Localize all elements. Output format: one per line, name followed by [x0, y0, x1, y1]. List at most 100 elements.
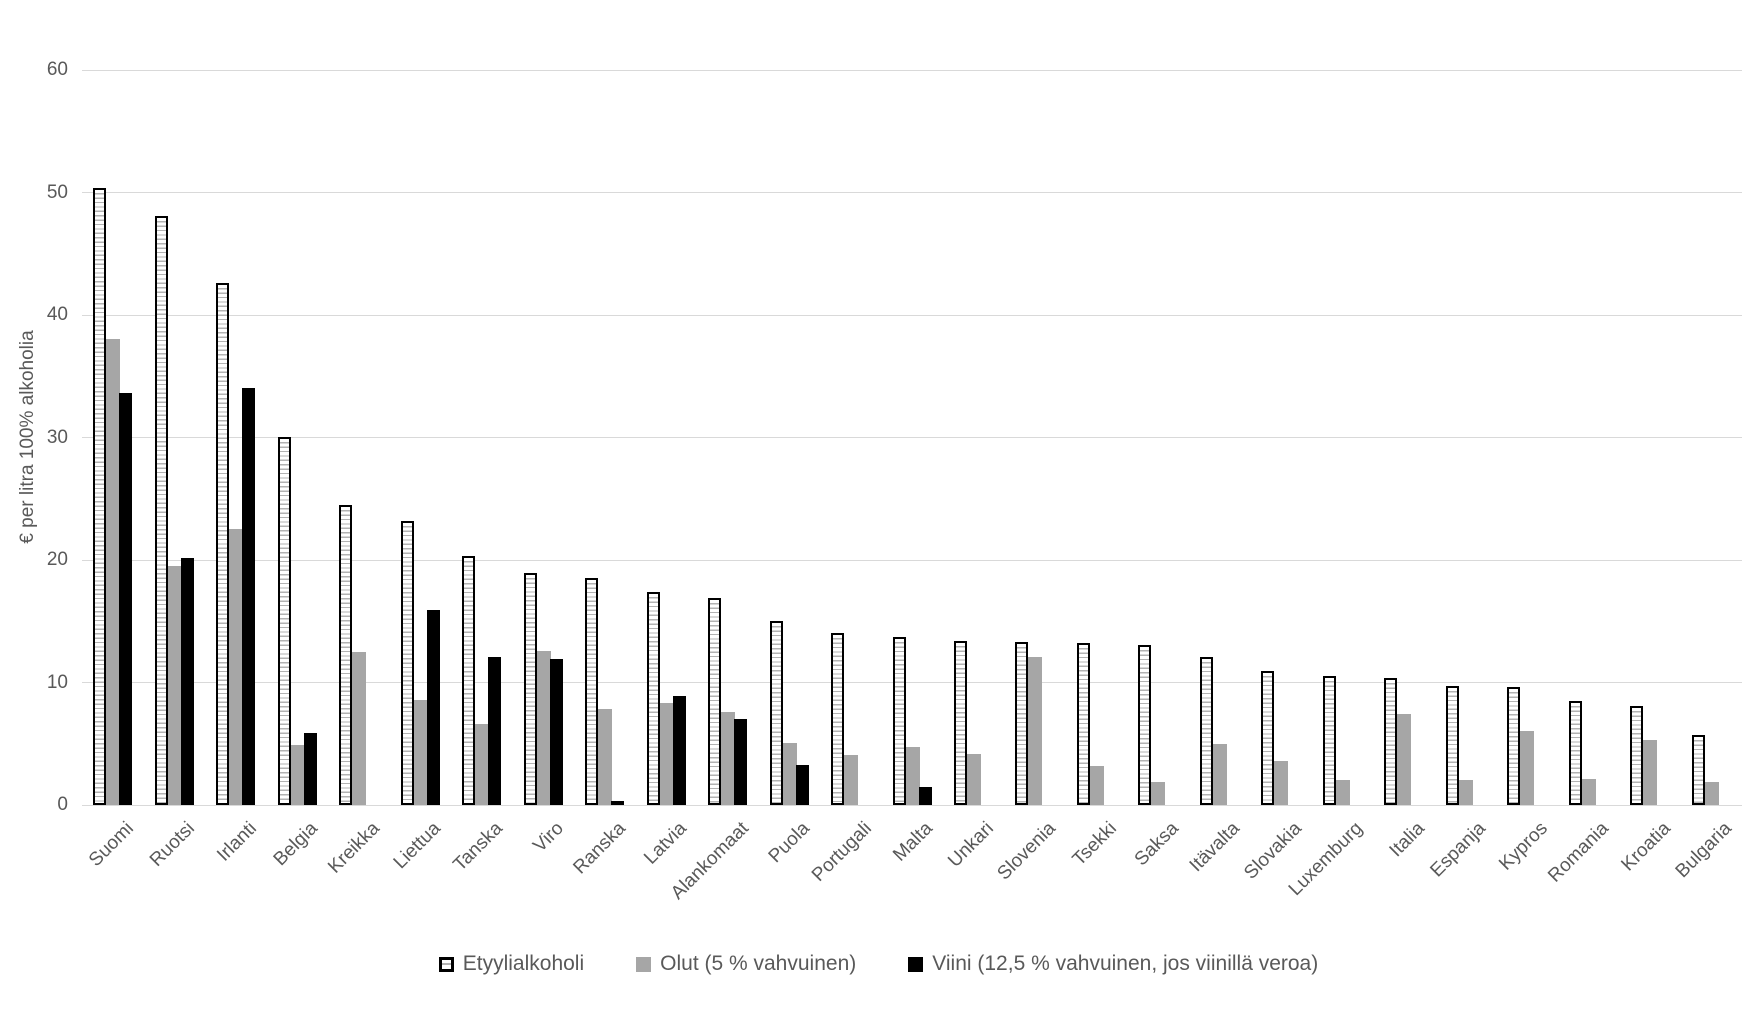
x-axis-category-label: Kroatia — [1617, 818, 1675, 876]
legend-item: Viini (12,5 % vahvuinen, jos viinillä ve… — [908, 952, 1318, 976]
gridline — [82, 437, 1742, 438]
gridline — [82, 192, 1742, 193]
bar-olut — [1704, 782, 1719, 805]
bar-etyylialkoholi — [1507, 687, 1521, 805]
bar-olut — [598, 709, 613, 805]
bar-etyylialkoholi — [1199, 657, 1213, 805]
x-axis-category-label: Slovenia — [993, 818, 1060, 885]
bar-viini — [488, 657, 502, 805]
bar-etyylialkoholi — [953, 641, 967, 805]
x-axis-category-label: Puola — [764, 818, 814, 868]
bar-olut — [844, 755, 859, 805]
x-axis-category-label: Belgia — [269, 818, 323, 871]
bar-etyylialkoholi — [708, 598, 722, 805]
bar-viini — [795, 765, 809, 805]
bar-olut — [475, 724, 490, 805]
x-axis-category-label: Liettua — [389, 818, 445, 874]
bar-olut — [1028, 657, 1043, 805]
bar-etyylialkoholi — [892, 637, 906, 805]
x-axis-category-label: Bulgaria — [1671, 818, 1737, 883]
y-axis-tick-label: 10 — [46, 671, 68, 693]
x-axis-category-label: Espanja — [1426, 818, 1491, 882]
legend-marker-etyylialkoholi — [438, 956, 454, 972]
gridline — [82, 314, 1742, 316]
gridline — [82, 69, 1742, 71]
x-axis-category-label: Kreikka — [323, 818, 384, 878]
y-axis-tick-label: 30 — [46, 426, 68, 448]
bar-etyylialkoholi — [523, 573, 537, 805]
bar-olut — [1581, 779, 1596, 805]
x-axis-category-label: Latvia — [640, 818, 691, 869]
bar-olut — [290, 745, 305, 805]
bar-olut — [659, 703, 674, 805]
bar-etyylialkoholi — [1261, 671, 1275, 805]
bar-etyylialkoholi — [154, 216, 168, 805]
bar-viini — [734, 719, 748, 805]
bar-olut — [1089, 766, 1104, 805]
gridline — [82, 804, 1742, 806]
bar-etyylialkoholi — [585, 578, 599, 805]
bar-olut — [413, 700, 428, 805]
bar-olut — [106, 339, 121, 805]
bar-etyylialkoholi — [1630, 706, 1644, 805]
x-axis-category-label: Portugali — [807, 818, 876, 886]
bar-viini — [303, 733, 317, 805]
bar-olut — [1274, 761, 1289, 805]
gridline — [82, 682, 1742, 683]
bar-etyylialkoholi — [646, 592, 660, 805]
x-axis-category-label: Saksa — [1130, 818, 1183, 871]
y-axis-tick-label: 50 — [46, 181, 68, 203]
y-axis-tick-label: 20 — [46, 549, 68, 570]
bar-olut — [229, 529, 244, 805]
bar-etyylialkoholi — [1076, 643, 1090, 805]
x-axis-category-label: Kypros — [1494, 818, 1552, 875]
bar-viini — [611, 801, 625, 805]
bar-viini — [180, 558, 194, 805]
x-axis-category-label: Ruotsi — [146, 818, 200, 871]
legend-item: Olut (5 % vahvuinen) — [636, 952, 856, 976]
legend-label: Viini (12,5 % vahvuinen, jos viinillä ve… — [932, 952, 1319, 975]
bar-viini — [119, 393, 133, 805]
bar-viini — [426, 610, 440, 805]
bar-etyylialkoholi — [769, 621, 783, 805]
bar-etyylialkoholi — [1322, 676, 1336, 805]
bar-etyylialkoholi — [1445, 686, 1459, 805]
bar-olut — [167, 566, 182, 805]
plot-area — [82, 69, 1742, 806]
bar-etyylialkoholi — [400, 521, 414, 805]
x-axis-category-label: Irlanti — [212, 818, 261, 866]
bar-olut — [1520, 731, 1535, 805]
bar-etyylialkoholi — [1015, 642, 1029, 805]
x-axis-category-label: Malta — [889, 818, 937, 866]
bar-olut — [782, 743, 797, 805]
bar-olut — [1458, 780, 1473, 805]
bar-etyylialkoholi — [277, 437, 291, 805]
bar-etyylialkoholi — [339, 505, 353, 805]
bar-viini — [918, 787, 932, 805]
legend-marker-olut — [636, 956, 652, 972]
legend-item: Etyylialkoholi — [438, 952, 584, 976]
x-axis-category-label: Suomi — [84, 818, 138, 871]
x-axis-category-label: Ranska — [569, 818, 630, 879]
bar-etyylialkoholi — [216, 283, 230, 805]
y-axis-tick-label: 40 — [46, 304, 68, 325]
bar-viini — [549, 659, 563, 805]
x-axis-category-label: Tanska — [449, 818, 507, 876]
bar-etyylialkoholi — [1691, 735, 1705, 805]
legend-label: Olut (5 % vahvuinen) — [660, 952, 857, 975]
bar-etyylialkoholi — [1138, 645, 1152, 805]
bar-etyylialkoholi — [462, 556, 476, 805]
bar-olut — [1151, 782, 1166, 805]
x-axis-category-label: Unkari — [944, 818, 999, 872]
y-axis-tick-label: 60 — [46, 59, 68, 80]
bar-viini — [242, 388, 256, 805]
chart-legend: Etyylialkoholi Olut (5 % vahvuinen) Viini … — [0, 952, 1757, 976]
gridline — [82, 559, 1742, 561]
y-axis-tick-label: 0 — [57, 794, 68, 815]
bar-viini — [672, 696, 686, 805]
x-axis-category-label: Itävalta — [1186, 818, 1245, 877]
x-axis-category-label: Tsekki — [1069, 818, 1122, 871]
bar-etyylialkoholi — [1384, 678, 1398, 805]
legend-marker-viini — [908, 956, 924, 972]
